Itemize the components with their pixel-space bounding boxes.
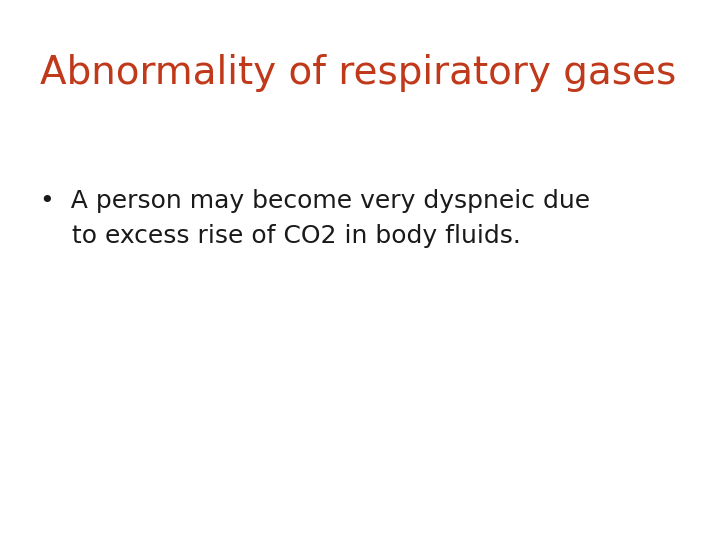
Text: Abnormality of respiratory gases: Abnormality of respiratory gases: [40, 54, 676, 92]
Text: •  A person may become very dyspneic due
    to excess rise of CO2 in body fluid: • A person may become very dyspneic due …: [40, 189, 590, 248]
